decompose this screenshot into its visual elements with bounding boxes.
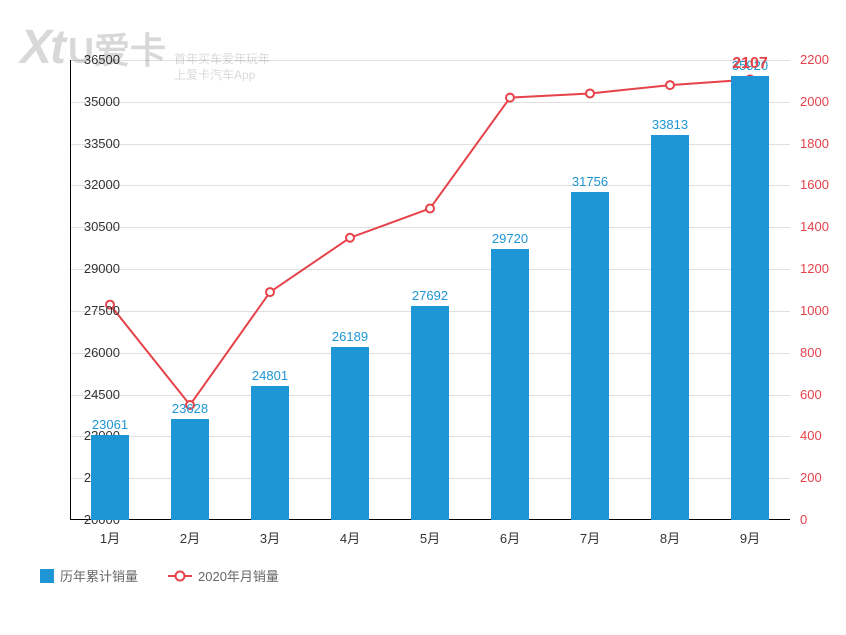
bar-label: 31756 bbox=[560, 174, 620, 189]
line-marker bbox=[266, 288, 274, 296]
line-marker bbox=[346, 234, 354, 242]
logo-left: Xt bbox=[20, 20, 64, 75]
bar bbox=[171, 419, 209, 520]
bar-label: 33813 bbox=[640, 117, 700, 132]
y-left-tick: 27500 bbox=[70, 303, 120, 318]
bar bbox=[331, 347, 369, 520]
bar bbox=[651, 135, 689, 520]
y-left-tick: 32000 bbox=[70, 177, 120, 192]
bar bbox=[731, 76, 769, 520]
line-marker bbox=[426, 204, 434, 212]
y-right-tick: 1000 bbox=[800, 303, 840, 318]
logo-right: U爱卡 bbox=[68, 22, 166, 74]
x-tick: 2月 bbox=[150, 528, 230, 547]
bar-label: 29720 bbox=[480, 231, 540, 246]
bar bbox=[251, 386, 289, 520]
legend-line-label: 2020年月销量 bbox=[198, 566, 279, 585]
y-left-tick: 29000 bbox=[70, 261, 120, 276]
line-marker bbox=[586, 89, 594, 97]
line-marker bbox=[666, 81, 674, 89]
x-tick: 7月 bbox=[550, 528, 630, 547]
legend-bar-item: 历年累计销量 bbox=[40, 566, 138, 585]
x-tick: 3月 bbox=[230, 528, 310, 547]
y-right-tick: 800 bbox=[800, 345, 840, 360]
y-right-tick: 1400 bbox=[800, 219, 840, 234]
bar-label: 23628 bbox=[160, 401, 220, 416]
y-left-tick: 26000 bbox=[70, 345, 120, 360]
y-right-tick: 2200 bbox=[800, 52, 840, 67]
watermark: Xt U爱卡 首年买车爱年玩年 上爱卡汽车App bbox=[20, 20, 270, 83]
y-right-tick: 2000 bbox=[800, 94, 840, 109]
y-right-tick: 600 bbox=[800, 387, 840, 402]
y-right-tick: 0 bbox=[800, 512, 840, 527]
legend: 历年累计销量 2020年月销量 bbox=[40, 566, 279, 585]
y-left-tick: 35000 bbox=[70, 94, 120, 109]
y-left-tick: 24500 bbox=[70, 387, 120, 402]
legend-bar-label: 历年累计销量 bbox=[60, 566, 138, 585]
bar bbox=[91, 435, 129, 520]
x-tick: 1月 bbox=[70, 528, 150, 547]
y-right-tick: 400 bbox=[800, 428, 840, 443]
tagline-2: 上爱卡汽车App bbox=[174, 68, 270, 84]
x-tick: 5月 bbox=[390, 528, 470, 547]
y-right-tick: 1800 bbox=[800, 136, 840, 151]
y-right-tick: 1600 bbox=[800, 177, 840, 192]
legend-line-item: 2020年月销量 bbox=[168, 566, 279, 585]
bar-label: 24801 bbox=[240, 368, 300, 383]
combo-chart: 历年累计销量 2020年月销量 200002150023000245002600… bbox=[0, 0, 846, 635]
bar-label: 23061 bbox=[80, 417, 140, 432]
legend-bar-swatch bbox=[40, 569, 54, 583]
legend-line-swatch bbox=[168, 575, 192, 577]
x-tick: 6月 bbox=[470, 528, 550, 547]
x-tick: 9月 bbox=[710, 528, 790, 547]
bar bbox=[411, 306, 449, 520]
y-left-tick: 30500 bbox=[70, 219, 120, 234]
line-marker bbox=[506, 94, 514, 102]
bar bbox=[571, 192, 609, 520]
line-callout: 2107 bbox=[720, 55, 780, 73]
y-right-tick: 200 bbox=[800, 470, 840, 485]
bar bbox=[491, 249, 529, 520]
bar-label: 26189 bbox=[320, 329, 380, 344]
bar-label: 27692 bbox=[400, 288, 460, 303]
tagline-1: 首年买车爱年玩年 bbox=[174, 52, 270, 68]
y-right-tick: 1200 bbox=[800, 261, 840, 276]
y-left-tick: 33500 bbox=[70, 136, 120, 151]
x-tick: 4月 bbox=[310, 528, 390, 547]
x-tick: 8月 bbox=[630, 528, 710, 547]
